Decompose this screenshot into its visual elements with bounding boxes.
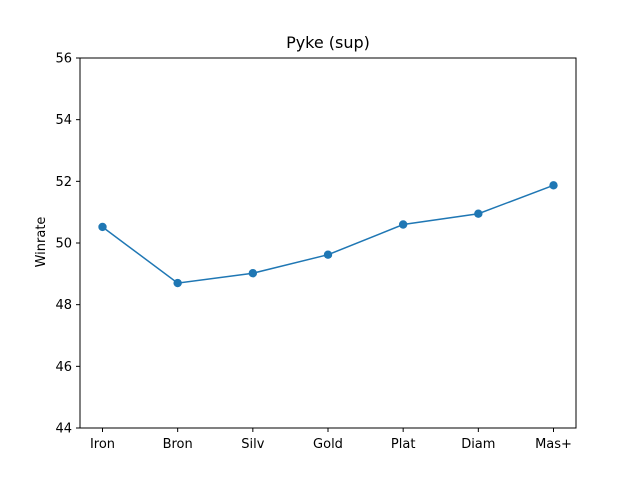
data-point bbox=[549, 181, 558, 190]
y-axis-label: Winrate bbox=[34, 217, 49, 268]
x-tick-label: Diam bbox=[461, 437, 495, 452]
x-tick-label: Bron bbox=[163, 437, 193, 452]
data-point bbox=[323, 250, 333, 259]
y-axis: 44 46 48 50 52 54 56 bbox=[55, 52, 80, 437]
series-line bbox=[102, 184, 554, 284]
y-tick-label: 46 bbox=[55, 360, 72, 375]
data-point bbox=[98, 222, 107, 232]
data-point bbox=[173, 278, 182, 288]
x-tick-label: Mas+ bbox=[535, 437, 572, 452]
x-tick-label: Silv bbox=[241, 437, 264, 452]
y-tick-label: 48 bbox=[55, 298, 72, 313]
data-point bbox=[474, 209, 483, 218]
plot-area bbox=[98, 181, 558, 288]
data-point bbox=[248, 269, 258, 278]
x-axis: Iron Bron Silv Gold Plat Diam Mas+ bbox=[90, 428, 572, 452]
x-tick-label: Gold bbox=[313, 437, 343, 452]
y-tick-label: 52 bbox=[55, 175, 72, 190]
y-tick-label: 56 bbox=[55, 52, 72, 67]
y-tick-label: 44 bbox=[55, 422, 72, 437]
x-tick-label: Iron bbox=[90, 437, 115, 452]
y-tick-label: 50 bbox=[55, 237, 72, 252]
chart-title: Pyke (sup) bbox=[286, 33, 370, 52]
y-tick-label: 54 bbox=[55, 113, 72, 128]
x-tick-label: Plat bbox=[391, 437, 416, 452]
data-point bbox=[398, 220, 408, 229]
plot-frame bbox=[79, 57, 577, 429]
